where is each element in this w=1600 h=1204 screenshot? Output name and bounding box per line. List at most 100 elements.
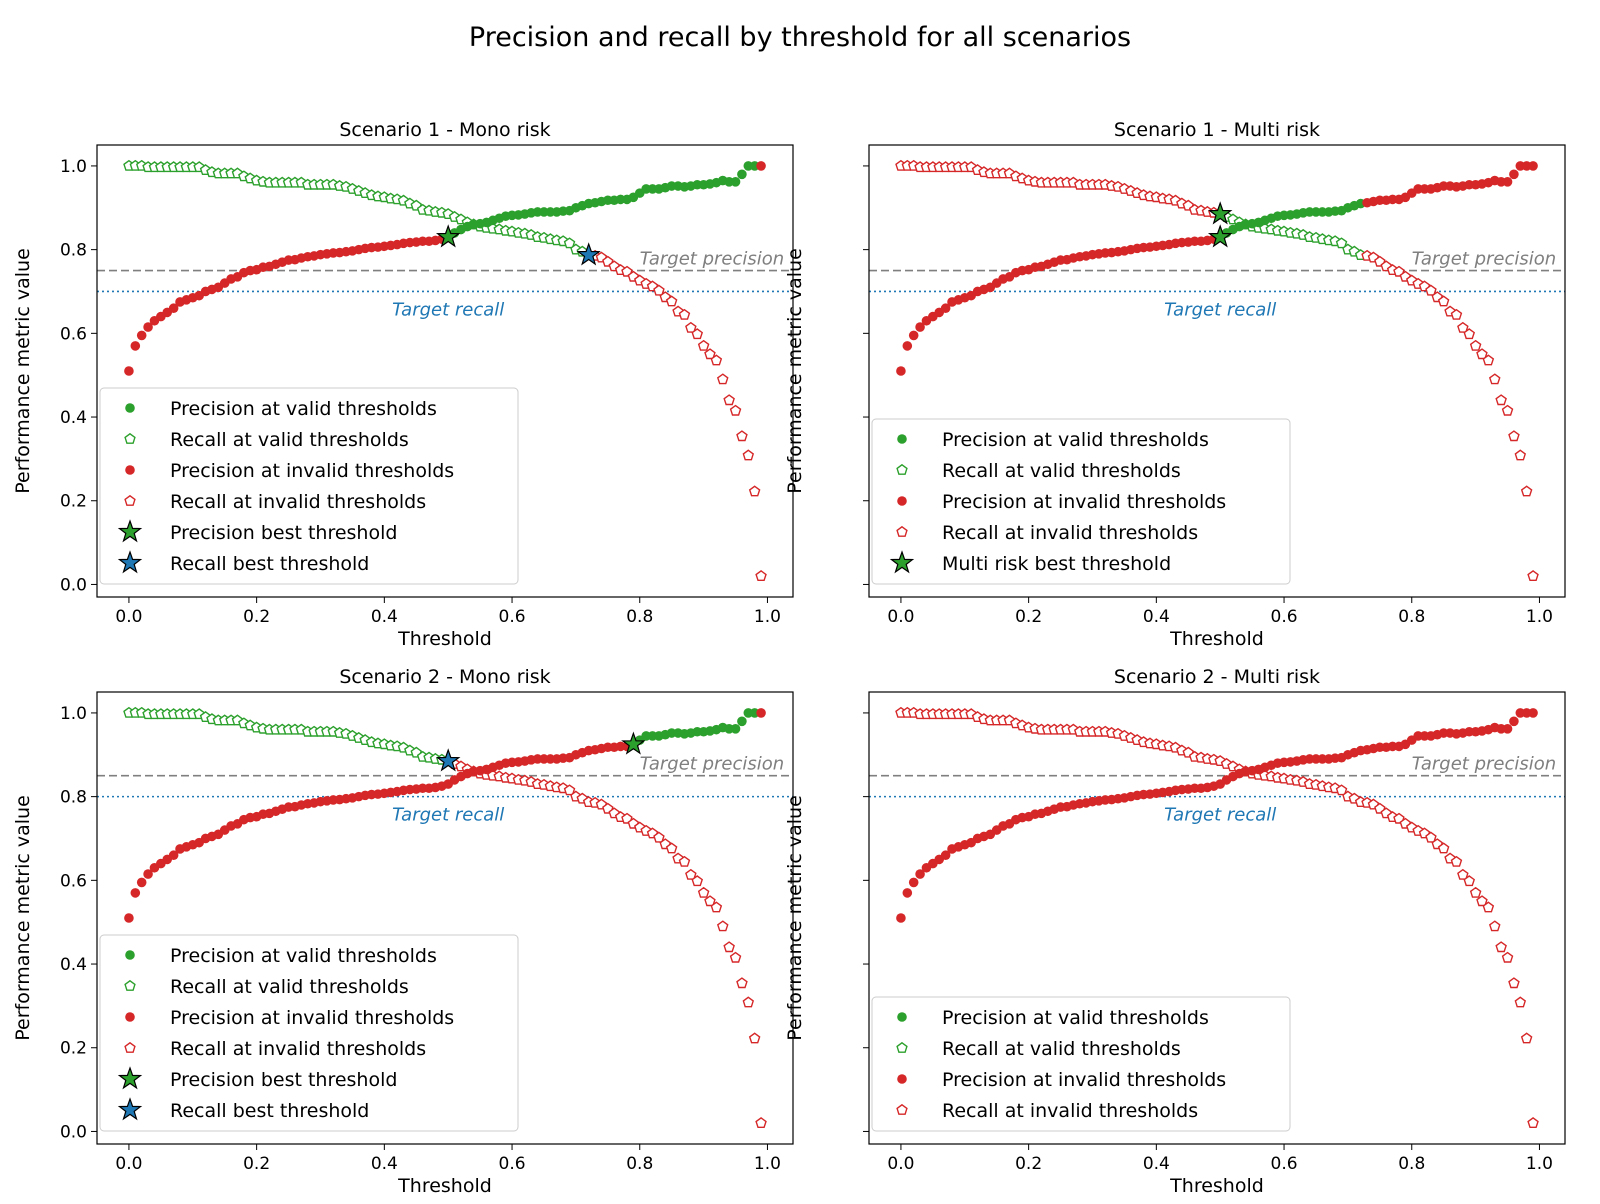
x-tick-label: 0.4 <box>371 607 398 627</box>
legend-marker-pentagon <box>124 494 136 506</box>
legend-marker-pentagon <box>896 1041 908 1053</box>
precision-point <box>1528 161 1538 171</box>
legend-label: Precision at invalid thresholds <box>942 491 1226 513</box>
legend-label: Precision at valid thresholds <box>942 429 1209 451</box>
recall-point <box>742 449 755 461</box>
precision-point <box>896 366 906 376</box>
precision-point <box>143 869 153 879</box>
y-tick-label: 0.2 <box>60 1039 87 1059</box>
precision-point <box>1502 724 1513 734</box>
legend-item: Precision at invalid thresholds <box>897 1069 1226 1091</box>
legend-label: Recall at valid thresholds <box>942 1038 1181 1060</box>
recall-point <box>716 373 729 385</box>
recall-point <box>1520 485 1533 497</box>
precision-point <box>168 303 179 314</box>
recall-point <box>1457 321 1469 333</box>
best-threshold-star <box>1207 224 1233 248</box>
legend-item: Recall best threshold <box>117 550 369 575</box>
recall-point <box>1463 875 1476 887</box>
recall-point <box>1520 1032 1533 1044</box>
legend-item: Precision at valid thresholds <box>897 1007 1209 1029</box>
recall-point <box>563 237 576 249</box>
precision-point <box>902 341 913 351</box>
recall-point <box>1482 354 1495 366</box>
legend-marker-dot <box>125 950 135 960</box>
y-tick-label: 1.0 <box>60 704 87 724</box>
subplot-3: Scenario 2 - Mono risk Target precision Ta… <box>12 666 794 1197</box>
subplot-title: Scenario 2 - Multi risk <box>1114 666 1320 688</box>
figure-title: Precision and recall by threshold for al… <box>469 22 1131 53</box>
legend-item: Precision at invalid thresholds <box>125 1007 454 1029</box>
recall-point <box>1335 237 1348 249</box>
recall-point <box>697 886 710 898</box>
best-threshold-star <box>576 242 601 266</box>
axes-frame <box>868 144 1566 598</box>
recall-point <box>1425 831 1437 843</box>
recall-point <box>1514 996 1527 1008</box>
legend-label: Precision best threshold <box>170 522 397 544</box>
recall-point <box>665 842 678 854</box>
recall-point <box>1501 951 1514 963</box>
target-recall-label: Target recall <box>392 805 504 826</box>
y-tick-label: 0.8 <box>60 241 87 261</box>
legend-label: Recall best threshold <box>170 1100 369 1122</box>
legend-label: Recall at valid thresholds <box>942 460 1181 482</box>
recall-point <box>1450 308 1463 320</box>
precision-point <box>730 724 741 734</box>
recall-point <box>1469 339 1482 351</box>
legend-label: Recall at invalid thresholds <box>942 522 1198 544</box>
precision-point <box>1509 169 1519 180</box>
legend-marker-pentagon <box>124 1041 136 1053</box>
legend-marker-star <box>889 550 915 574</box>
legend-label: Precision at valid thresholds <box>942 1007 1209 1029</box>
legend-marker-dot <box>125 403 135 413</box>
legend-label: Recall best threshold <box>170 553 369 575</box>
legend-item: Recall best threshold <box>117 1097 369 1122</box>
legend-item: Recall at invalid thresholds <box>124 491 426 513</box>
recall-point <box>1335 784 1348 796</box>
target-recall-label: Target recall <box>1164 299 1276 320</box>
recall-point <box>704 348 716 360</box>
recall-point <box>685 321 697 333</box>
y-tick-label: 1.0 <box>60 157 87 177</box>
precision-point <box>896 913 906 923</box>
recall-point <box>742 996 755 1008</box>
recall-point <box>1501 404 1514 416</box>
recall-point <box>1495 941 1507 953</box>
y-tick-label: 0.4 <box>60 408 87 428</box>
legend-marker-pentagon <box>896 525 908 537</box>
legend: Precision at valid thresholds Recall at v… <box>871 418 1291 585</box>
precision-point <box>168 850 179 861</box>
legend-item: Precision at valid thresholds <box>125 945 437 967</box>
target-precision-label: Target precision <box>1412 249 1556 270</box>
x-tick-label: 0.8 <box>1398 607 1425 627</box>
precision-point <box>124 913 134 923</box>
recall-point <box>678 308 691 320</box>
recall-point <box>1437 295 1450 307</box>
recall-point <box>563 784 576 796</box>
y-axis-label: Performance metric value <box>784 795 806 1041</box>
legend: Precision at valid thresholds Recall at v… <box>99 934 519 1132</box>
recall-point <box>729 404 742 416</box>
recall-point <box>755 570 767 581</box>
recall-point <box>697 339 710 351</box>
precision-point <box>737 169 747 180</box>
x-tick-label: 0.0 <box>887 1154 914 1174</box>
recall-point <box>1476 895 1488 907</box>
x-tick-label: 0.2 <box>243 607 270 627</box>
precision-point <box>1509 716 1519 727</box>
precision-point <box>915 869 925 879</box>
precision-point <box>940 850 951 861</box>
precision-point <box>908 330 919 341</box>
x-tick-label: 0.0 <box>887 607 914 627</box>
subplot-title: Scenario 1 - Multi risk <box>1114 119 1320 141</box>
target-precision-label: Target precision <box>640 754 784 775</box>
recall-point <box>710 901 723 913</box>
recall-point <box>1457 868 1469 880</box>
y-tick-label: 0.0 <box>60 575 87 595</box>
legend-label: Recall at invalid thresholds <box>170 1038 426 1060</box>
precision-point <box>737 716 747 727</box>
recall-point <box>1527 570 1539 581</box>
legend-label: Precision at invalid thresholds <box>942 1069 1226 1091</box>
x-tick-label: 1.0 <box>1526 607 1553 627</box>
